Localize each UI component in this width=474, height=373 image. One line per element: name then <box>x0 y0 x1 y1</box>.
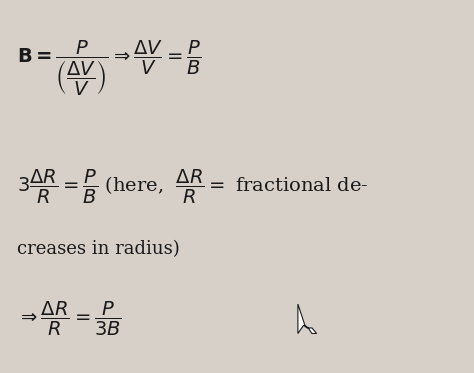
Polygon shape <box>298 304 317 333</box>
Text: $\mathbf{B{=}}\dfrac{P}{\left(\dfrac{\Delta V}{V}\right)}\Rightarrow\dfrac{\Delt: $\mathbf{B{=}}\dfrac{P}{\left(\dfrac{\De… <box>17 40 201 98</box>
Text: creases in radius): creases in radius) <box>17 240 180 258</box>
Text: $3\dfrac{\Delta R}{R}{=}\dfrac{P}{B}$ (here,  $\dfrac{\Delta R}{R}{=}$ fractiona: $3\dfrac{\Delta R}{R}{=}\dfrac{P}{B}$ (h… <box>17 167 368 206</box>
Text: $\Rightarrow\dfrac{\Delta R}{R}{=}\dfrac{P}{3B}$: $\Rightarrow\dfrac{\Delta R}{R}{=}\dfrac… <box>17 300 122 338</box>
